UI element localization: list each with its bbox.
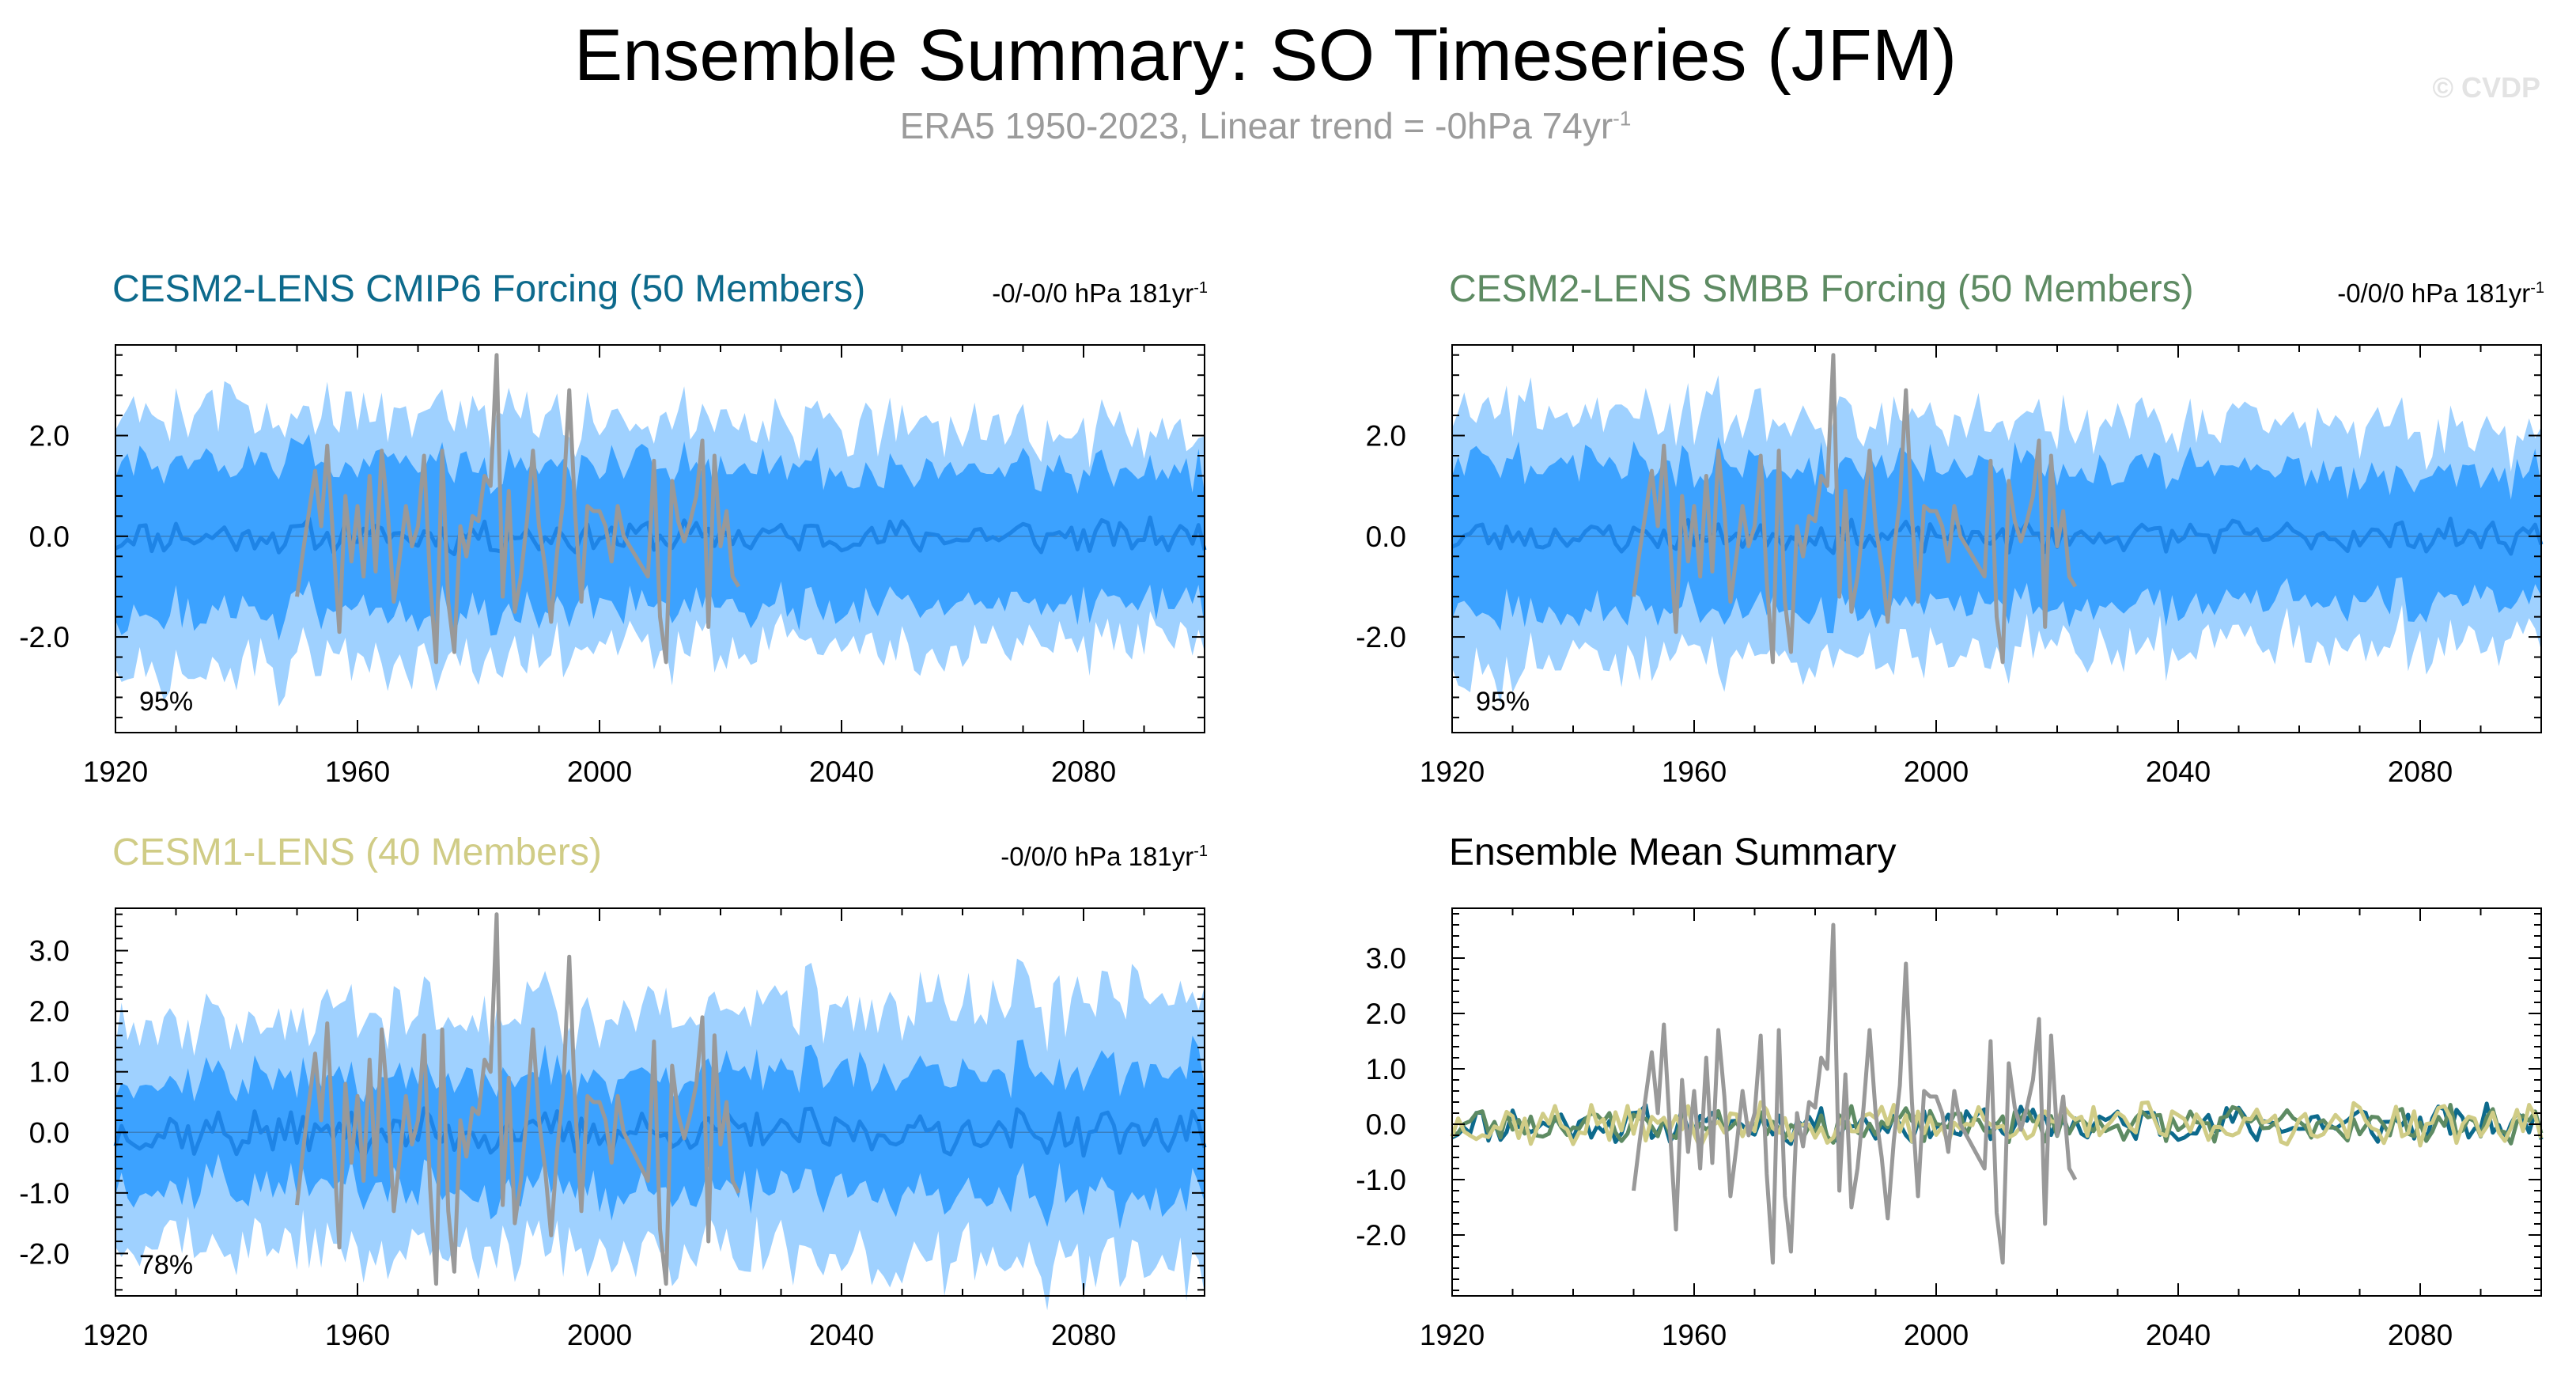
x-tick-label: 2040 <box>809 756 874 788</box>
x-tick-label: 1920 <box>83 1319 148 1351</box>
chart-panel-2: 1920 1960 2000 2040 2080 -2.0 -1.0 0.0 1.0 2.0 3.0… <box>19 907 1207 1351</box>
panel-title-cmip6: CESM2-LENS CMIP6 Forcing (50 Members) <box>112 268 866 310</box>
x-tick-label: 2080 <box>1051 756 1116 788</box>
era5-line <box>295 912 741 1286</box>
y-tick-label: -1.0 <box>1356 1164 1406 1196</box>
chart-panel-0: 1920 1960 2000 2040 2080 -2.0 0.0 2.0 95% <box>19 344 1207 788</box>
trend-label-smbb: -0/0/0 hPa 181yr-1 <box>2337 278 2544 309</box>
x-tick-label: 1920 <box>83 756 148 788</box>
y-tick-label: -2.0 <box>1356 621 1406 653</box>
panel-title-ensemble-mean: Ensemble Mean Summary <box>1449 831 1897 873</box>
x-tick-label: 1920 <box>1420 1319 1485 1351</box>
cvdp-watermark: © CVDP <box>2432 71 2540 104</box>
y-tick-label: 2.0 <box>1366 420 1406 453</box>
y-tick-label: 2.0 <box>29 420 70 453</box>
y-tick-label: -2.0 <box>1356 1219 1406 1252</box>
y-tick-label: 0.0 <box>1366 521 1406 553</box>
x-tick-label: 2000 <box>1904 1319 1969 1351</box>
chart-panel-3: 1920 1960 2000 2040 2080 -2.0 -1.0 0.0 1.0 2.0 3.0 <box>1356 907 2544 1351</box>
y-tick-label: 0.0 <box>1366 1108 1406 1141</box>
y-tick-label: -1.0 <box>19 1177 70 1210</box>
ensemble-mean-line-smbb <box>1451 1102 2544 1146</box>
x-tick-label: 2040 <box>809 1319 874 1351</box>
x-tick-label: 2040 <box>2146 1319 2211 1351</box>
ensemble-mean-line <box>114 515 1207 557</box>
y-tick-label: 1.0 <box>29 1056 70 1089</box>
ensemble-mean-line <box>113 1106 1207 1160</box>
subtitle-text: ERA5 1950-2023, Linear trend = -0hPa 74y… <box>899 105 1613 146</box>
y-tick-label: 0.0 <box>29 1116 70 1149</box>
trend-text: -0/0/0 hPa 181yr <box>2337 278 2531 308</box>
trend-label-cesm1: -0/0/0 hPa 181yr-1 <box>1001 842 1208 872</box>
x-tick-label: 2080 <box>2388 1319 2453 1351</box>
y-tick-label: 3.0 <box>29 935 70 968</box>
x-tick-label: 2080 <box>1051 1319 1116 1351</box>
y-tick-label: -2.0 <box>19 621 70 653</box>
plot-area <box>1452 908 2541 1296</box>
y-tick-label: 2.0 <box>1366 998 1406 1030</box>
chart-panel-1: 1920 1960 2000 2040 2080 -2.0 0.0 2.0 95% <box>1356 344 2544 788</box>
percent-label: 95% <box>1476 687 1530 717</box>
trend-text: -0/0/0 hPa 181yr <box>1001 842 1194 871</box>
x-tick-label: 2040 <box>2146 756 2211 788</box>
x-tick-label: 2080 <box>2388 756 2453 788</box>
era5-line <box>1632 922 2078 1265</box>
trend-superscript: -1 <box>2530 279 2544 297</box>
x-tick-label: 1960 <box>325 1319 390 1351</box>
y-tick-label: 2.0 <box>29 995 70 1028</box>
main-title: Ensemble Summary: SO Timeseries (JFM) <box>573 15 1958 96</box>
percent-label: 78% <box>139 1250 193 1280</box>
x-tick-label: 2000 <box>1904 756 1969 788</box>
ensemble-mean-line-cesm1 <box>1450 1100 2544 1150</box>
subtitle-superscript: -1 <box>1613 106 1632 131</box>
y-tick-label: 1.0 <box>1366 1053 1406 1085</box>
trend-text: -0/-0/0 hPa 181yr <box>992 278 1194 308</box>
x-tick-label: 1920 <box>1420 756 1485 788</box>
panel-title-cesm1: CESM1-LENS (40 Members) <box>112 831 602 873</box>
subtitle: ERA5 1950-2023, Linear trend = -0hPa 74y… <box>0 104 2531 147</box>
percent-label: 95% <box>139 687 193 717</box>
panel-title-smbb: CESM2-LENS SMBB Forcing (50 Members) <box>1449 268 2194 310</box>
trend-superscript: -1 <box>1193 279 1208 297</box>
y-tick-label: 0.0 <box>29 521 70 553</box>
x-tick-label: 1960 <box>1662 756 1727 788</box>
y-tick-label: 3.0 <box>1366 942 1406 975</box>
y-tick-label: -2.0 <box>19 1237 70 1270</box>
trend-superscript: -1 <box>1193 843 1208 860</box>
x-tick-label: 1960 <box>1662 1319 1727 1351</box>
x-tick-label: 1960 <box>325 756 390 788</box>
x-tick-label: 2000 <box>567 756 632 788</box>
x-tick-label: 2000 <box>567 1319 632 1351</box>
ensemble-mean-line <box>1451 517 2544 556</box>
trend-label-cmip6: -0/-0/0 hPa 181yr-1 <box>992 278 1208 309</box>
era5-line <box>295 353 741 665</box>
era5-line <box>1632 353 2078 665</box>
